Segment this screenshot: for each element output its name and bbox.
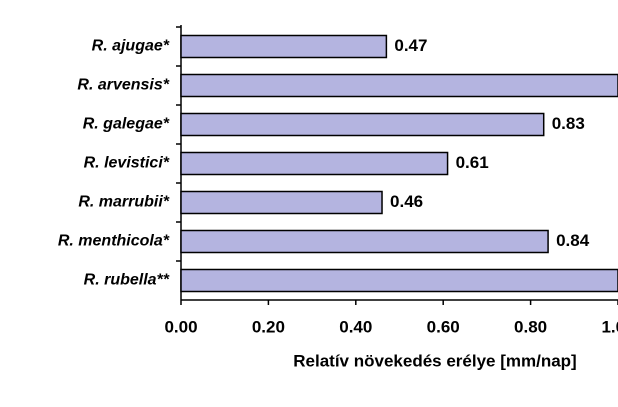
y-tick-label: R. ajugae*: [92, 38, 170, 55]
value-label: 0.46: [390, 192, 423, 211]
x-tick-label: 0.80: [514, 317, 547, 336]
bar: [180, 190, 383, 215]
value-label: 0.84: [556, 231, 590, 250]
y-tick-label: R. menthicola*: [58, 233, 170, 250]
bar: [180, 268, 618, 293]
bar: [180, 34, 388, 59]
y-tick-label: R. levistici*: [84, 155, 170, 172]
bar: [180, 112, 545, 137]
value-label: 0.47: [394, 36, 427, 55]
y-tick-label: R. marrubii*: [78, 194, 169, 211]
y-tick-label: R. galegae*: [83, 116, 170, 133]
x-tick-label: 0.20: [252, 317, 285, 336]
x-tick-label: 1.00: [601, 317, 618, 336]
bar: [180, 229, 549, 254]
x-axis-title: Relatív növekedés erélye [mm/nap]: [293, 351, 576, 370]
x-tick-label: 0.60: [427, 317, 460, 336]
x-tick-label: 0.00: [164, 317, 197, 336]
y-tick-label: R. arvensis*: [77, 77, 169, 94]
bar: [180, 73, 618, 98]
x-tick-label: 0.40: [339, 317, 372, 336]
value-label: 0.83: [552, 114, 585, 133]
y-tick-label: R. rubella**: [84, 272, 170, 289]
value-label: 0.61: [456, 153, 489, 172]
bar: [180, 151, 449, 176]
